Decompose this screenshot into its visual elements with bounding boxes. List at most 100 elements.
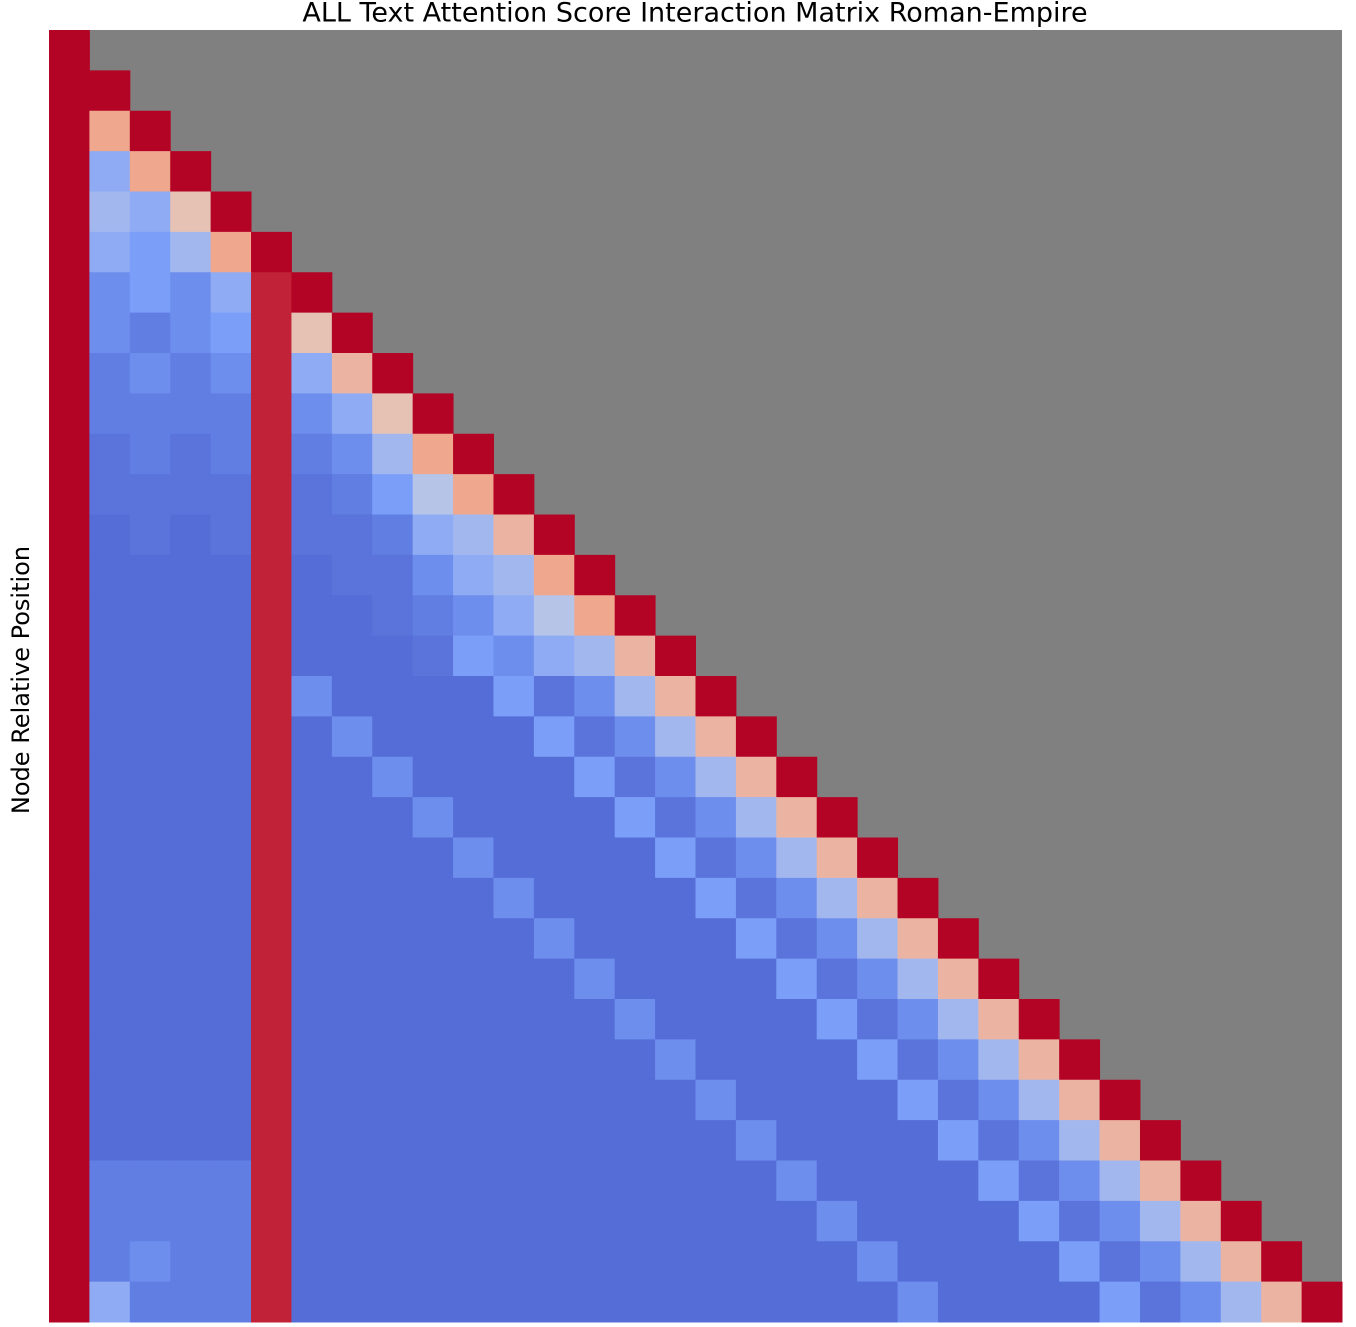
heatmap-cell	[776, 877, 818, 919]
heatmap-cell	[372, 958, 414, 1000]
heatmap-cell	[574, 797, 616, 838]
heatmap-cell	[655, 1241, 696, 1283]
heatmap-cell	[1139, 1120, 1181, 1161]
heatmap-cell	[978, 999, 1020, 1040]
heatmap-cell	[89, 151, 131, 192]
heatmap-cell	[412, 1200, 454, 1242]
heatmap-cell	[291, 514, 333, 556]
heatmap-cell	[655, 676, 696, 717]
heatmap-cell	[331, 756, 373, 798]
heatmap-cell	[1099, 1079, 1141, 1121]
heatmap-cell	[331, 353, 373, 394]
heatmap-cell	[614, 999, 656, 1040]
y-axis-label: Node Relative Position	[7, 546, 35, 814]
heatmap-cell	[49, 676, 90, 717]
heatmap-cell	[1301, 1281, 1343, 1323]
heatmap-cell	[291, 554, 333, 596]
heatmap-cell	[937, 1281, 979, 1323]
heatmap-cell	[574, 1241, 616, 1283]
heatmap-cell	[412, 877, 454, 919]
heatmap-cell	[412, 837, 454, 879]
heatmap-cell	[1180, 1241, 1222, 1283]
heatmap-cell	[372, 837, 414, 879]
heatmap-cell	[695, 1120, 737, 1161]
heatmap-cell	[735, 918, 777, 960]
heatmap-cell	[816, 1241, 858, 1283]
heatmap-cell	[49, 716, 90, 758]
heatmap-cell	[331, 1241, 373, 1283]
heatmap-cell	[493, 797, 535, 838]
heatmap-cell	[493, 837, 535, 879]
heatmap-cell	[614, 1120, 656, 1161]
heatmap-cell	[412, 393, 454, 435]
heatmap-cell	[49, 1200, 90, 1242]
heatmap-cell	[89, 1079, 131, 1121]
heatmap-cell	[412, 676, 454, 717]
heatmap-cell	[695, 1160, 737, 1202]
heatmap-cell	[978, 1281, 1020, 1323]
heatmap-cell	[251, 1079, 292, 1121]
heatmap-cell	[49, 1079, 90, 1121]
heatmap-cell	[776, 1241, 818, 1283]
heatmap-cell	[49, 191, 90, 233]
heatmap-cell	[1059, 1120, 1101, 1161]
heatmap-cell	[614, 877, 656, 919]
heatmap-cell	[291, 756, 333, 798]
heatmap-cell	[493, 635, 535, 677]
heatmap-cell	[89, 514, 131, 556]
heatmap-cell	[978, 1160, 1020, 1202]
heatmap-cell	[251, 272, 292, 314]
heatmap-cell	[331, 1281, 373, 1323]
heatmap-cell	[735, 1079, 777, 1121]
heatmap-cell	[857, 1200, 899, 1242]
heatmap-cell	[533, 676, 575, 717]
heatmap-cell	[170, 1079, 212, 1121]
heatmap-cell	[210, 1079, 252, 1121]
heatmap-cell	[695, 918, 737, 960]
heatmap-cell	[49, 1281, 90, 1323]
heatmap-cell	[453, 837, 494, 879]
heatmap-cell	[1139, 1200, 1181, 1242]
heatmap-cell	[412, 1039, 454, 1081]
heatmap-cell	[251, 231, 292, 273]
heatmap-cell	[291, 716, 333, 758]
heatmap-cell	[574, 1281, 616, 1323]
heatmap-cell	[129, 716, 171, 758]
heatmap-cell	[735, 1120, 777, 1161]
heatmap-cell	[614, 595, 656, 637]
heatmap-cell	[210, 393, 252, 435]
heatmap-cell	[493, 1120, 535, 1161]
heatmap-cell	[1099, 1160, 1141, 1202]
heatmap-cell	[291, 1039, 333, 1081]
heatmap-cell	[210, 716, 252, 758]
heatmap-cell	[89, 877, 131, 919]
heatmap-cell	[1099, 1200, 1141, 1242]
heatmap-cell	[493, 999, 535, 1040]
heatmap-cell	[291, 1200, 333, 1242]
heatmap-cell	[533, 797, 575, 838]
heatmap-cell	[776, 1160, 818, 1202]
heatmap-cell	[331, 837, 373, 879]
heatmap-cell	[533, 554, 575, 596]
heatmap-cell	[776, 999, 818, 1040]
heatmap-cell	[655, 1281, 696, 1323]
heatmap-cell	[453, 554, 494, 596]
heatmap-cell	[291, 958, 333, 1000]
heatmap-cell	[89, 231, 131, 273]
heatmap-cell	[978, 1200, 1020, 1242]
heatmap-cell	[655, 1079, 696, 1121]
heatmap-cell	[735, 958, 777, 1000]
heatmap-cell	[129, 877, 171, 919]
heatmap-cell	[49, 1241, 90, 1283]
heatmap-cell	[89, 1281, 131, 1323]
heatmap-cell	[614, 837, 656, 879]
heatmap-cell	[493, 716, 535, 758]
heatmap-cell	[735, 1160, 777, 1202]
heatmap-cell	[937, 918, 979, 960]
heatmap-cell	[372, 1039, 414, 1081]
heatmap-cell	[816, 1120, 858, 1161]
heatmap-cell	[978, 958, 1020, 1000]
heatmap-cell	[533, 1160, 575, 1202]
chart-title: ALL Text Attention Score Interaction Mat…	[302, 0, 1087, 29]
heatmap-cell	[857, 958, 899, 1000]
